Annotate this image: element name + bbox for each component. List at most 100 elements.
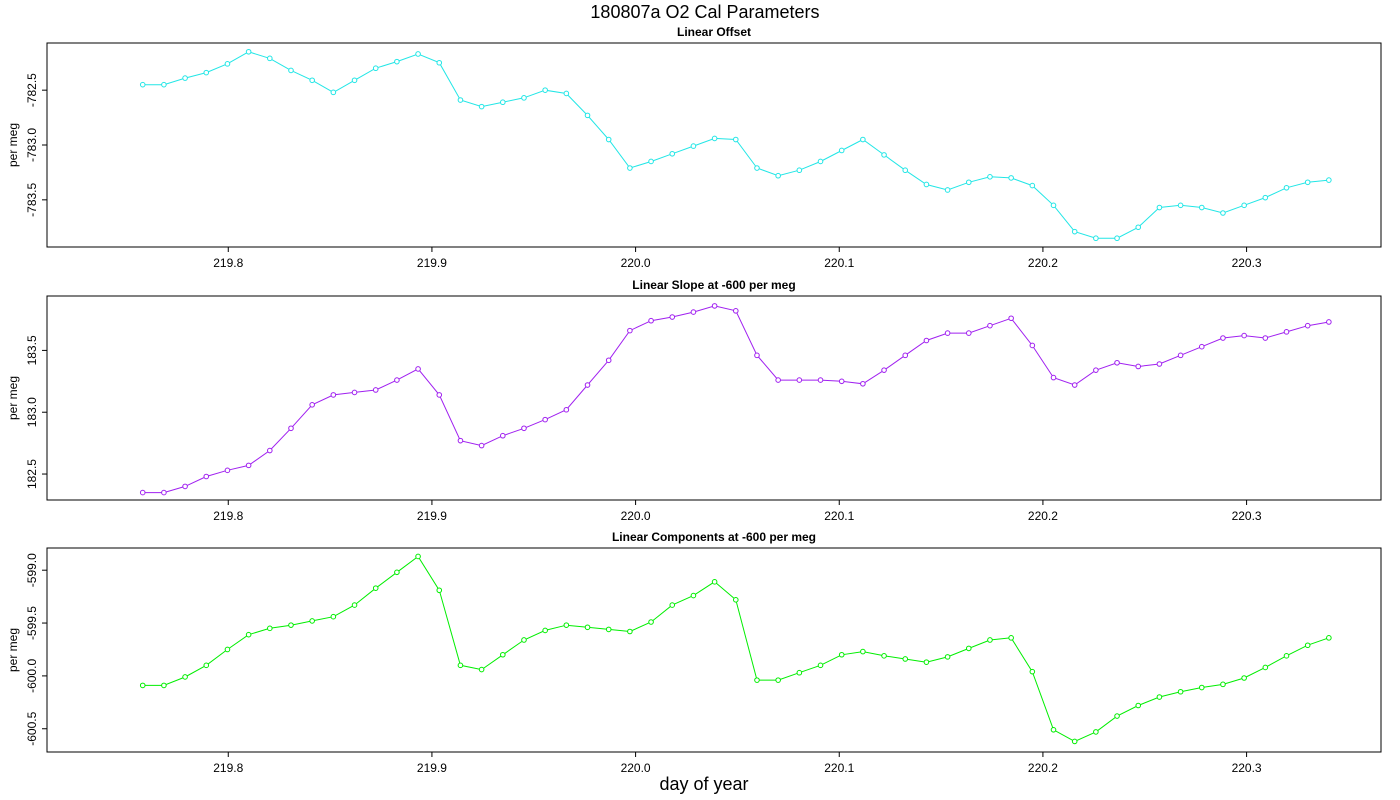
data-point: [902, 656, 909, 662]
data-point: [478, 442, 485, 449]
y-tick-label: 183.0: [25, 397, 39, 427]
data-point: [394, 58, 400, 65]
plot-frame: [46, 547, 1382, 753]
data-point: [1283, 653, 1290, 659]
data-point: [1071, 382, 1078, 388]
data-point: [648, 158, 654, 165]
data-point: [669, 602, 676, 608]
data-point: [500, 432, 506, 439]
y-axis-label: per meg: [6, 123, 20, 167]
data-point: [415, 366, 421, 372]
data-point: [1050, 727, 1057, 733]
data-point: [1241, 675, 1247, 681]
data-point: [775, 377, 781, 383]
data-point: [1156, 204, 1163, 211]
data-point: [1093, 235, 1099, 242]
data-point: [224, 467, 231, 474]
data-point: [457, 662, 464, 669]
data-point: [351, 389, 358, 396]
data-point: [605, 136, 612, 143]
data-point: [288, 425, 294, 432]
data-point: [923, 659, 930, 665]
series-line: [142, 555, 1330, 742]
data-point: [775, 677, 781, 683]
y-axis-label: per meg: [6, 376, 20, 420]
x-tick-label: 219.9: [417, 256, 447, 270]
data-point: [1029, 342, 1036, 349]
data-point: [690, 309, 697, 315]
data-point: [860, 136, 866, 143]
data-point: [330, 392, 337, 398]
y-tick-label: -783.0: [25, 128, 39, 162]
data-point: [1008, 175, 1014, 181]
data-point: [563, 90, 570, 97]
data-point: [394, 377, 400, 383]
data-point: [351, 77, 358, 84]
data-point: [627, 165, 633, 171]
data-point: [944, 330, 951, 336]
data-point: [1008, 635, 1014, 641]
data-point: [521, 425, 527, 432]
data-point: [732, 136, 739, 143]
data-point: [669, 150, 676, 157]
data-point: [1029, 182, 1036, 189]
data-point: [1071, 738, 1078, 745]
data-point: [965, 179, 972, 186]
data-point: [1093, 729, 1099, 735]
data-point: [245, 48, 252, 55]
data-point: [902, 352, 909, 359]
data-point: [563, 622, 570, 628]
data-point: [309, 618, 315, 624]
data-point: [203, 662, 210, 669]
plot-frame: [46, 42, 1382, 248]
x-tick-label: 220.2: [1028, 256, 1058, 270]
data-point: [161, 81, 167, 88]
data-point: [542, 416, 548, 423]
data-point: [139, 81, 146, 88]
data-point: [1283, 329, 1290, 335]
x-tick-label: 220.0: [621, 509, 651, 523]
y-tick-label: -599.5: [25, 606, 39, 640]
data-point: [1177, 202, 1184, 209]
y-tick-label: -782.5: [25, 73, 39, 107]
data-point: [987, 174, 993, 180]
y-tick-label: 182.5: [25, 459, 39, 489]
x-tick-label: 220.1: [824, 509, 854, 523]
data-point: [732, 596, 739, 603]
data-point: [288, 622, 294, 628]
y-axis-label: per meg: [6, 628, 20, 672]
data-point: [1135, 363, 1142, 370]
data-point: [838, 378, 845, 385]
data-point: [203, 69, 210, 76]
data-point: [478, 666, 485, 673]
data-point: [1220, 210, 1226, 216]
data-point: [1326, 177, 1332, 183]
data-point: [1114, 359, 1120, 366]
data-point: [987, 322, 993, 329]
panel-title: Linear Offset: [677, 25, 751, 39]
data-point: [139, 682, 146, 689]
data-point: [648, 619, 654, 625]
data-point: [923, 337, 930, 344]
panel-title: Linear Slope at -600 per meg: [632, 278, 795, 292]
data-point: [457, 437, 464, 444]
data-point: [267, 625, 273, 632]
data-point: [732, 308, 739, 314]
data-point: [1198, 204, 1205, 211]
data-point: [796, 377, 803, 383]
data-point: [711, 135, 718, 142]
data-point: [1220, 681, 1226, 688]
data-point: [1220, 335, 1226, 341]
data-point: [1008, 315, 1014, 322]
data-point: [1135, 224, 1142, 231]
data-point: [881, 367, 887, 373]
data-point: [817, 377, 824, 383]
data-point: [1050, 374, 1057, 381]
x-tick-label: 220.2: [1028, 509, 1058, 523]
data-point: [500, 99, 506, 106]
data-point: [605, 626, 612, 633]
x-tick-label: 220.3: [1232, 509, 1262, 523]
data-point: [330, 89, 337, 96]
figure-title: 180807a O2 Cal Parameters: [590, 2, 819, 22]
